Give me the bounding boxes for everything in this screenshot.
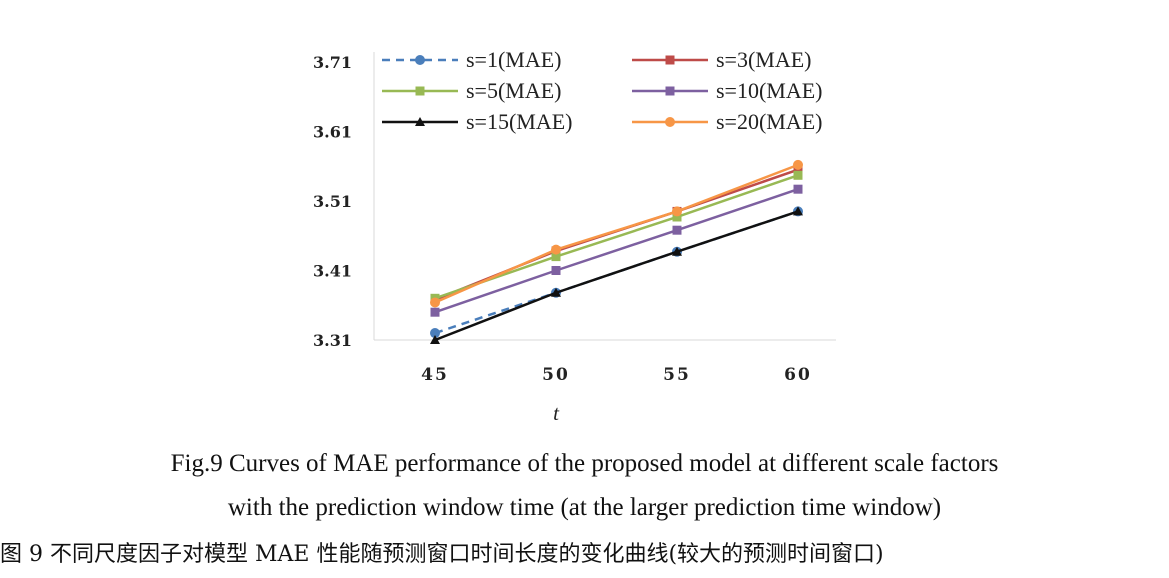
x-tick-label: 50	[542, 365, 570, 385]
y-tick-label: 3.31	[313, 331, 352, 350]
data-point	[793, 170, 803, 180]
series-s-10-mae-	[430, 184, 803, 317]
y-tick-label: 3.61	[313, 123, 352, 142]
data-point	[672, 225, 682, 235]
x-tick-label: 55	[663, 365, 691, 385]
series-s-3-mae-	[430, 165, 803, 305]
legend-label: s=20(MAE)	[716, 109, 823, 134]
legend-marker	[665, 117, 675, 127]
legend-marker	[665, 55, 675, 65]
data-point	[672, 246, 682, 256]
x-axis: 45 50 55 60	[374, 339, 836, 385]
x-tick-label: 45	[421, 365, 449, 385]
legend-entry: s=1(MAE)	[382, 47, 562, 72]
figure-caption-english-line-2: with the prediction window time (at the …	[227, 494, 942, 521]
series-line	[434, 163, 799, 304]
legend-marker	[415, 55, 425, 65]
figure-caption-chinese: 图 9 不同尺度因子对模型 MAE 性能随预测窗口时间长度的变化曲线(较大的预测…	[0, 542, 884, 567]
legend-marker	[415, 117, 425, 126]
data-point	[672, 212, 682, 222]
legend-entry: s=10(MAE)	[632, 78, 823, 103]
x-tick-label: 60	[784, 365, 812, 385]
y-axis: 3.71 3.61 3.51 3.41 3.31	[313, 52, 375, 350]
data-point	[793, 206, 803, 216]
data-point	[551, 244, 561, 255]
legend-marker	[415, 86, 425, 96]
series-s-15-mae-	[430, 206, 803, 344]
y-tick-label: 3.41	[313, 262, 352, 281]
data-point	[551, 266, 561, 275]
legend-label: s=1(MAE)	[466, 47, 562, 72]
data-point	[430, 307, 440, 317]
data-point	[793, 159, 803, 170]
line-chart: 3.713.613.513.413.31 45 50 55 60 s=1(MAE) s=…	[313, 47, 836, 425]
series-s-5-mae-	[430, 170, 803, 303]
series-line	[434, 210, 799, 335]
data-point	[793, 184, 803, 194]
series-line	[434, 188, 799, 314]
figure-caption-english-line-1: Fig.9 Curves of MAE performance of the p…	[170, 450, 999, 477]
series-line	[434, 210, 799, 342]
legend-entry: s=20(MAE)	[632, 109, 823, 134]
legend-label: s=3(MAE)	[716, 47, 812, 72]
series-line	[434, 174, 799, 300]
legend-label: s=10(MAE)	[716, 78, 823, 103]
y-tick-label: 3.71	[313, 53, 352, 72]
data-point	[551, 252, 561, 262]
legend-label: s=15(MAE)	[466, 109, 573, 134]
legend: s=1(MAE) s=3(MAE) s=5(MAE) s=10(MAE) s=15(MA…	[382, 47, 823, 134]
series-s-20-mae-	[430, 159, 803, 308]
y-tick-label: 3.51	[313, 192, 352, 211]
data-point	[672, 206, 682, 217]
data-point	[551, 287, 561, 297]
legend-label: s=5(MAE)	[466, 78, 562, 103]
legend-marker	[665, 86, 675, 96]
data-point	[430, 335, 440, 344]
data-point	[430, 297, 440, 308]
legend-entry: s=15(MAE)	[382, 109, 573, 134]
plot-area	[430, 159, 803, 344]
data-point	[430, 328, 440, 339]
legend-entry: s=3(MAE)	[632, 47, 812, 72]
x-axis-label: t	[553, 401, 560, 425]
legend-entry: s=5(MAE)	[382, 78, 562, 103]
